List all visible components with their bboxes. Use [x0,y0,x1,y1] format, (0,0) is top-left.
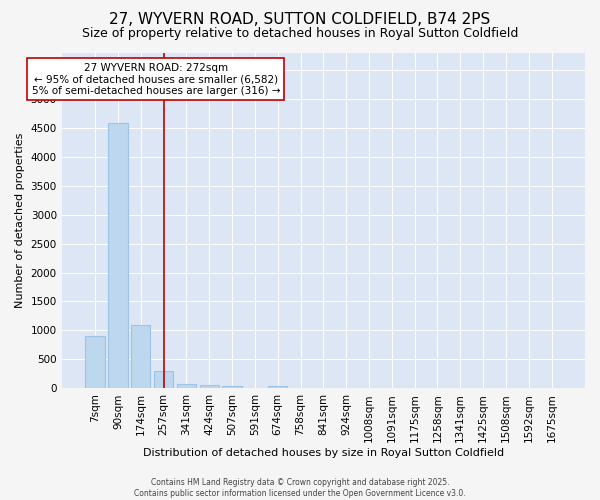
Text: Contains HM Land Registry data © Crown copyright and database right 2025.
Contai: Contains HM Land Registry data © Crown c… [134,478,466,498]
Bar [154,371,173,388]
X-axis label: Distribution of detached houses by size in Royal Sutton Coldfield: Distribution of detached houses by size … [143,448,504,458]
Bar [177,384,196,388]
Bar [131,324,151,388]
Text: Size of property relative to detached houses in Royal Sutton Coldfield: Size of property relative to detached ho… [82,28,518,40]
Bar [85,336,105,388]
Y-axis label: Number of detached properties: Number of detached properties [15,132,25,308]
Bar [268,386,287,388]
Bar [200,385,219,388]
Text: 27, WYVERN ROAD, SUTTON COLDFIELD, B74 2PS: 27, WYVERN ROAD, SUTTON COLDFIELD, B74 2… [109,12,491,28]
Bar [223,386,242,388]
Bar [108,123,128,388]
Text: 27 WYVERN ROAD: 272sqm
← 95% of detached houses are smaller (6,582)
5% of semi-d: 27 WYVERN ROAD: 272sqm ← 95% of detached… [32,62,280,96]
